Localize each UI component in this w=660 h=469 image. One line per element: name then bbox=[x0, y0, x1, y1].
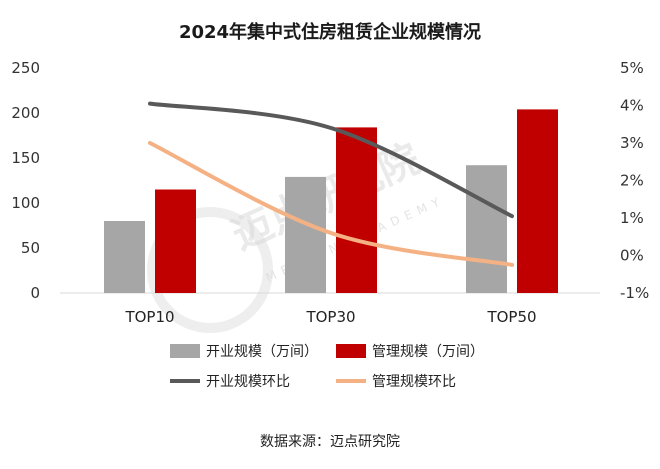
bar-open-scale bbox=[466, 165, 507, 293]
legend-label-managed-mom: 管理规模环比 bbox=[372, 374, 456, 390]
left-tick-label: 50 bbox=[21, 239, 40, 257]
bar-managed-scale bbox=[336, 127, 377, 294]
legend-swatch-open-scale bbox=[170, 344, 200, 358]
category-labels: TOP10 TOP30 TOP50 bbox=[124, 308, 536, 326]
right-tick-label: -1% bbox=[620, 284, 649, 302]
legend-label-open-scale: 开业规模（万间） bbox=[206, 344, 318, 360]
right-tick-label: 2% bbox=[620, 172, 644, 190]
left-axis-ticks: 0 50 100 150 200 250 bbox=[11, 59, 40, 302]
right-tick-label: 1% bbox=[620, 209, 644, 227]
category-label: TOP50 bbox=[486, 308, 536, 326]
left-tick-label: 0 bbox=[30, 284, 40, 302]
category-label: TOP10 bbox=[124, 308, 174, 326]
bar-open-scale bbox=[285, 176, 326, 293]
lines bbox=[148, 101, 514, 267]
category-label: TOP30 bbox=[305, 308, 355, 326]
left-tick-label: 150 bbox=[11, 149, 40, 167]
line-managed-mom bbox=[148, 141, 514, 267]
legend-label-managed-scale: 管理规模（万间） bbox=[372, 344, 484, 360]
source-note: 数据来源：迈点研究院 bbox=[260, 434, 400, 450]
line-open-mom bbox=[148, 101, 514, 219]
legend-swatch-managed-scale bbox=[336, 344, 366, 358]
chart-title: 2024年集中式住房租赁企业规模情况 bbox=[179, 21, 481, 43]
bars bbox=[104, 109, 558, 294]
left-tick-label: 200 bbox=[11, 104, 40, 122]
right-axis-ticks: -1% 0% 1% 2% 3% 4% 5% bbox=[620, 59, 649, 302]
right-tick-label: 3% bbox=[620, 134, 644, 152]
bar-managed-scale bbox=[155, 189, 196, 293]
right-tick-label: 4% bbox=[620, 97, 644, 115]
left-tick-label: 250 bbox=[11, 59, 40, 77]
legend-label-open-mom: 开业规模环比 bbox=[206, 374, 290, 390]
left-tick-label: 100 bbox=[11, 194, 40, 212]
right-tick-label: 0% bbox=[620, 247, 644, 265]
right-tick-label: 5% bbox=[620, 59, 644, 77]
bar-managed-scale bbox=[517, 109, 558, 294]
legend: 开业规模（万间） 管理规模（万间） 开业规模环比 管理规模环比 bbox=[170, 344, 484, 390]
bar-open-scale bbox=[104, 221, 145, 293]
